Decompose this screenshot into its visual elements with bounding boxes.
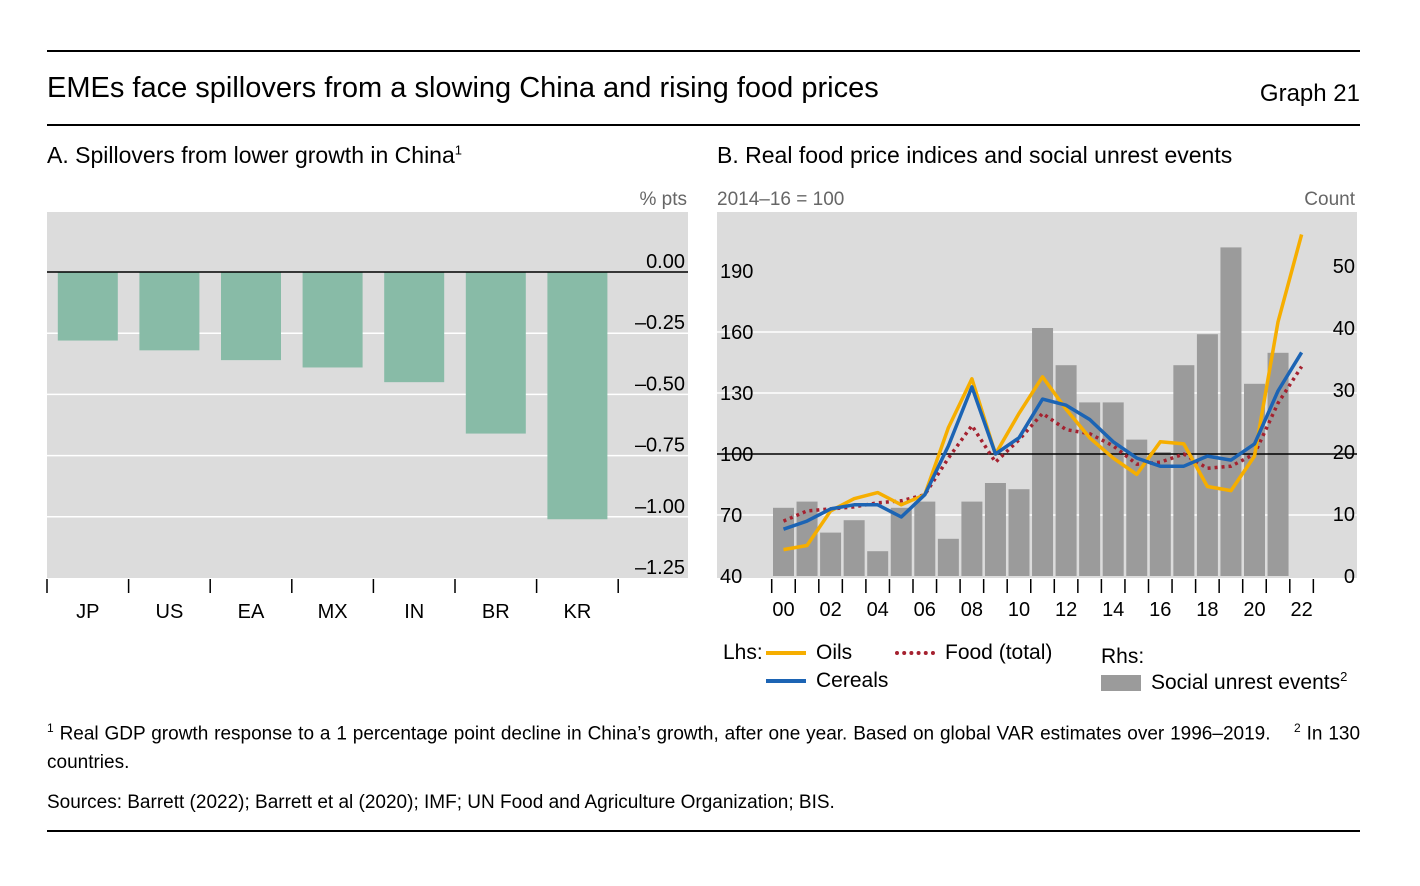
x-tick-label: JP [76, 601, 99, 623]
panel-a-title: A. Spillovers from lower growth in China… [47, 142, 463, 168]
unrest-bar-2002 [820, 532, 842, 576]
x-tick-label: BR [482, 601, 510, 623]
right-tick-label: 10 [1333, 504, 1355, 526]
left-tick-label: 100 [720, 444, 753, 466]
unrest-bar-2008 [961, 501, 983, 576]
x-tick-label: 14 [1102, 599, 1124, 621]
legend-cereals-swatch [766, 679, 806, 684]
right-tick-label: 0 [1344, 566, 1355, 588]
right-tick-label: 20 [1333, 442, 1355, 464]
unrest-bar-2021 [1267, 352, 1289, 576]
x-tick-label: 08 [961, 599, 983, 621]
x-tick-label: 22 [1290, 599, 1312, 621]
y-tick-label: 0.00 [646, 251, 685, 273]
bar-in [384, 272, 445, 383]
left-axis-unit: 2014–16 = 100 [717, 189, 844, 210]
legend-unrest-swatch [1101, 675, 1141, 692]
x-tick-label: 12 [1055, 599, 1077, 621]
series-oils-line [783, 234, 1304, 552]
left-tick-label: 130 [720, 383, 753, 405]
top-rule [47, 50, 1360, 52]
unrest-bar-2001 [796, 501, 818, 576]
unrest-bar-2004 [867, 551, 889, 576]
unrest-bar-2017 [1173, 365, 1195, 576]
unrest-bar-2007 [937, 538, 959, 576]
x-tick-label: IN [404, 601, 424, 623]
unrest-bar-2005 [890, 507, 912, 576]
unrest-bar-2003 [843, 520, 865, 576]
y-tick-label: –0.75 [635, 435, 685, 457]
unrest-bar-2016 [1149, 452, 1171, 576]
bar-us [139, 272, 200, 351]
right-axis-unit: Count [1304, 189, 1355, 210]
bar-br [465, 272, 526, 434]
unrest-bar-2019 [1220, 247, 1242, 576]
legend-food-swatch [895, 651, 935, 656]
x-tick-label: MX [318, 601, 348, 623]
unrest-bar-2014 [1102, 402, 1124, 576]
bottom-rule [47, 830, 1360, 832]
y-tick-label: –0.25 [635, 312, 685, 334]
x-tick-label: 02 [819, 599, 841, 621]
legend-oils: Oils [766, 641, 852, 665]
bar-mx [302, 272, 363, 368]
unrest-bar-2010 [1008, 489, 1030, 576]
left-tick-label: 70 [720, 505, 742, 527]
left-tick-label: 40 [720, 566, 742, 588]
x-tick-label: EA [238, 601, 265, 623]
legend-cereals: Cereals [766, 669, 888, 693]
legend-oils-swatch [766, 651, 806, 656]
unrest-bar-2006 [914, 501, 936, 576]
x-tick-label: 04 [867, 599, 889, 621]
y-tick-label: –1.00 [635, 496, 685, 518]
legend-rhs-label: Rhs: [1101, 645, 1145, 668]
y-tick-label: –0.50 [635, 373, 685, 395]
x-tick-label: 18 [1196, 599, 1218, 621]
left-tick-label: 160 [720, 322, 753, 344]
bar-kr [547, 272, 608, 520]
unrest-bar-2000 [773, 507, 794, 576]
right-tick-label: 40 [1333, 318, 1355, 340]
right-tick-label: 50 [1333, 256, 1355, 278]
bar-jp [57, 272, 118, 341]
graph-number: Graph 21 [1259, 80, 1360, 107]
x-tick-label: 16 [1149, 599, 1171, 621]
left-tick-label: 190 [720, 261, 753, 283]
x-tick-label: US [156, 601, 184, 623]
unrest-bar-2013 [1079, 402, 1101, 576]
legend-unrest: Social unrest events2 [1101, 669, 1347, 695]
series-food-line [782, 365, 1304, 523]
footnotes: 1 Real GDP growth response to a 1 percen… [47, 721, 1361, 774]
x-tick-label: KR [564, 601, 592, 623]
series-cereals-line [782, 351, 1304, 531]
y-axis-unit: % pts [639, 189, 687, 210]
legend-lhs-label: Lhs: [723, 641, 763, 664]
legend-food: Food (total) [895, 641, 1052, 665]
x-tick-label: 06 [914, 599, 936, 621]
x-tick-label: 20 [1243, 599, 1265, 621]
unrest-bar-2015 [1126, 439, 1148, 576]
sources: Sources: Barrett (2022); Barrett et al (… [47, 792, 835, 813]
x-tick-label: 00 [772, 599, 794, 621]
title-rule [47, 124, 1360, 126]
unrest-bar-2011 [1032, 328, 1054, 576]
right-tick-label: 30 [1333, 380, 1355, 402]
y-tick-label: –1.25 [635, 557, 685, 579]
panel-b-title: B. Real food price indices and social un… [717, 142, 1233, 168]
unrest-bar-2009 [984, 483, 1006, 576]
graph-title: EMEs face spillovers from a slowing Chin… [47, 72, 879, 104]
bar-ea [221, 272, 281, 361]
x-tick-label: 10 [1008, 599, 1030, 621]
panel-a-chart: 0.00 –0.25 –0.50 –0.75 –1.00 –1.25 % pts JP US EA… [46, 189, 688, 623]
